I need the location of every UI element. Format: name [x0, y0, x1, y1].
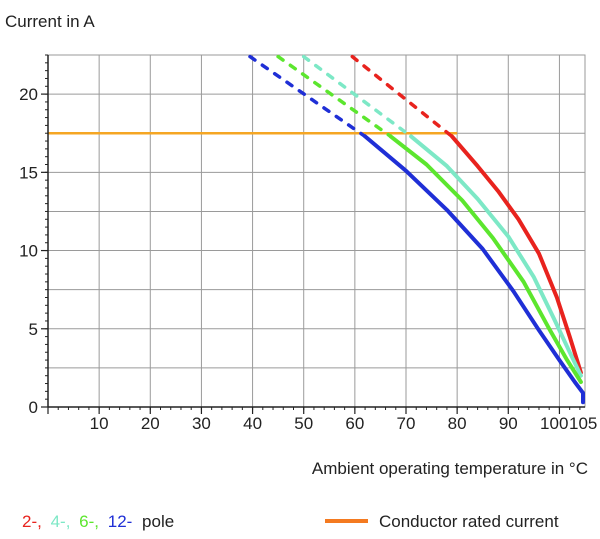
- x-tick-label: 20: [141, 414, 160, 433]
- y-tick-label: 5: [29, 320, 38, 339]
- curve-4-pole-solid: [409, 134, 583, 378]
- y-axis-title: Current in A: [5, 12, 95, 31]
- legend-4-pole: 4-,: [51, 512, 71, 531]
- y-tick-label: 0: [29, 398, 38, 417]
- curve-2-pole-solid: [450, 134, 583, 375]
- x-tick-label: 30: [192, 414, 211, 433]
- x-tick-label: 40: [243, 414, 262, 433]
- y-tick-label: 10: [19, 242, 38, 261]
- curve-12-pole-dashed: [248, 54, 367, 139]
- x-tick-label: 80: [448, 414, 467, 433]
- legend-12-pole: 12-: [108, 512, 133, 531]
- legend-6-pole: 6-,: [79, 512, 99, 531]
- x-tick-label: 70: [397, 414, 416, 433]
- x-axis-title: Ambient operating temperature in °C: [312, 459, 588, 478]
- x-tick-label: 60: [345, 414, 364, 433]
- legend: 2-, 4-, 6-, 12- pole Conductor rated cur…: [22, 512, 559, 531]
- curve-4-pole-dashed: [301, 54, 413, 139]
- axes: [41, 54, 585, 414]
- y-tick-label: 15: [19, 163, 38, 182]
- x-tick-label: 105: [569, 414, 597, 433]
- x-tick-label: 10: [90, 414, 109, 433]
- curve-12-pole-solid: [363, 134, 585, 405]
- x-tick-label: 90: [499, 414, 518, 433]
- x-tick-label: 50: [294, 414, 313, 433]
- tick-labels: 10 20 30 40 50 60 70 80 90 100 105 0 5 10 15 20: [19, 85, 597, 433]
- legend-2-pole: 2-,: [22, 512, 42, 531]
- curve-6-pole-solid: [388, 134, 583, 384]
- derating-curves: [48, 54, 585, 405]
- curve-6-pole-dashed: [276, 54, 393, 139]
- curve-2-pole-dashed: [350, 54, 454, 139]
- legend-rated-current-label: Conductor rated current: [379, 512, 559, 531]
- y-tick-label: 20: [19, 85, 38, 104]
- x-tick-label: 100: [540, 414, 568, 433]
- legend-poles-label: 2-, 4-, 6-, 12- pole: [22, 512, 174, 531]
- legend-pole-suffix: pole: [142, 512, 174, 531]
